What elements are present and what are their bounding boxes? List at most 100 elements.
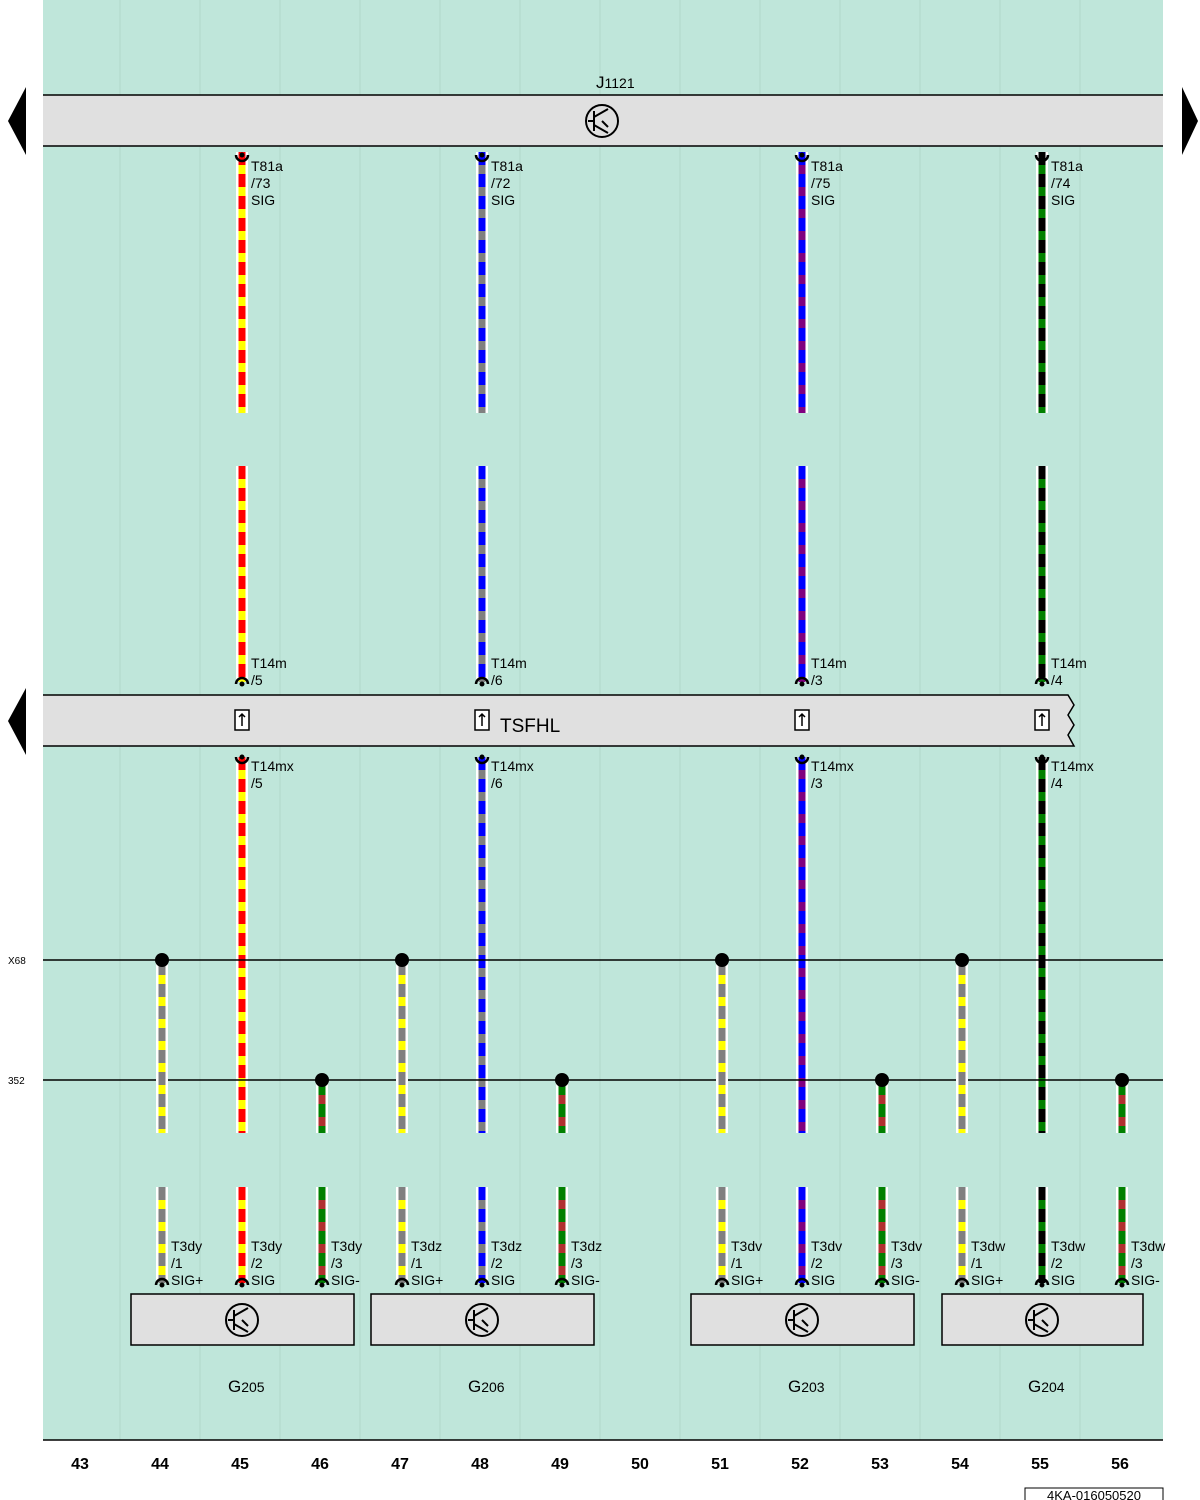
connector-pin xyxy=(1114,1277,1130,1286)
connector-pin xyxy=(474,756,490,765)
connector-label: T3dw xyxy=(1131,1238,1166,1254)
connector-dot xyxy=(239,1282,245,1288)
connector-label: /72 xyxy=(491,175,511,191)
connector-dot xyxy=(1039,681,1045,687)
column-number: 55 xyxy=(1031,1456,1049,1473)
connector-dot xyxy=(959,1282,965,1288)
connector-label: T14mx xyxy=(811,758,854,774)
connector-label: SIG+ xyxy=(171,1272,203,1288)
column-number: 47 xyxy=(391,1456,409,1473)
connector-label: SIG- xyxy=(891,1272,920,1288)
sensor-symbol xyxy=(465,1303,499,1337)
connector-label: T3dv xyxy=(731,1238,762,1254)
sensor-symbol xyxy=(585,104,619,138)
column-number: 45 xyxy=(231,1456,249,1473)
connector-dot xyxy=(239,754,245,760)
connector-label: /4 xyxy=(1051,672,1063,688)
sensor-symbol xyxy=(1025,1303,1059,1337)
connector-pin xyxy=(794,756,810,765)
connector-label: /2 xyxy=(1051,1255,1063,1271)
connector-label: /74 xyxy=(1051,175,1071,191)
connector-label: /2 xyxy=(251,1255,263,1271)
connector-dot xyxy=(239,681,245,687)
connector-label: SIG+ xyxy=(411,1272,443,1288)
connector-label: /3 xyxy=(571,1255,583,1271)
connector-label: T3dv xyxy=(811,1238,842,1254)
sensor-symbol xyxy=(785,1303,819,1337)
connector-dot xyxy=(239,152,245,158)
harness-pass xyxy=(238,712,246,726)
sensor-letter: G xyxy=(1028,1377,1041,1396)
connector-pin xyxy=(954,1277,970,1286)
connector-dot xyxy=(799,754,805,760)
column-number: 52 xyxy=(791,1456,809,1473)
connector-label: /6 xyxy=(491,672,503,688)
sensor-label: G204 xyxy=(1028,1377,1065,1396)
connector-label: T3dz xyxy=(411,1238,442,1254)
connector-label: SIG- xyxy=(1131,1272,1160,1288)
connector-pin xyxy=(1034,154,1050,163)
connector-label: T81a xyxy=(811,158,843,174)
connector-dot xyxy=(159,1282,165,1288)
connector-pin xyxy=(794,676,810,685)
connector-dot xyxy=(879,1282,885,1288)
connector-label: SIG xyxy=(251,192,275,208)
connector-pin xyxy=(474,1277,490,1286)
column-number: 49 xyxy=(551,1456,569,1473)
connector-label: T81a xyxy=(1051,158,1083,174)
sensor-label: G206 xyxy=(468,1377,505,1396)
sensor-label: G205 xyxy=(228,1377,265,1396)
connector-pin xyxy=(234,756,250,765)
harness-bar xyxy=(43,694,1076,747)
connector-label: T3dw xyxy=(971,1238,1006,1254)
sensor-number: 204 xyxy=(1041,1379,1065,1395)
connector-label: /1 xyxy=(731,1255,743,1271)
connector-pin xyxy=(714,1277,730,1286)
connector-label: T3dz xyxy=(491,1238,522,1254)
connector-label: /6 xyxy=(491,775,503,791)
junction xyxy=(155,953,169,967)
connector-label: SIG xyxy=(491,192,515,208)
connector-label: T3dy xyxy=(171,1238,202,1254)
junction xyxy=(715,953,729,967)
connector-label: SIG xyxy=(1051,1272,1075,1288)
connector-dot xyxy=(799,1282,805,1288)
connector-label: SIG xyxy=(491,1272,515,1288)
wires: T81a/73SIGT14m/5T14mx/5T81a/72SIGT14m/6T… xyxy=(8,104,1166,1396)
column-number: 46 xyxy=(311,1456,329,1473)
connector-label: T14m xyxy=(251,655,287,671)
connector-pin xyxy=(234,676,250,685)
connector-dot xyxy=(479,754,485,760)
bus-label: X68 xyxy=(8,956,26,967)
connector-label: /2 xyxy=(491,1255,503,1271)
connector-pin xyxy=(554,1277,570,1286)
connector-label: SIG xyxy=(811,1272,835,1288)
connector-label: T3dy xyxy=(251,1238,282,1254)
connector-label: /1 xyxy=(171,1255,183,1271)
junction xyxy=(955,953,969,967)
connector-label: SIG+ xyxy=(731,1272,763,1288)
column-number: 50 xyxy=(631,1456,649,1473)
sensor-letter: G xyxy=(468,1377,481,1396)
sensor-label: G203 xyxy=(788,1377,825,1396)
connector-pin xyxy=(1034,756,1050,765)
drawing-code: 4KA-016050520 xyxy=(1047,1488,1141,1500)
connector-label: T14mx xyxy=(1051,758,1094,774)
connector-pin xyxy=(874,1277,890,1286)
connector-pin xyxy=(234,154,250,163)
harness-pass xyxy=(1038,712,1046,726)
sensor-number: 206 xyxy=(481,1379,505,1395)
junction xyxy=(395,953,409,967)
connector-dot xyxy=(399,1282,405,1288)
connector-label: T3dy xyxy=(331,1238,362,1254)
connector-label: /75 xyxy=(811,175,831,191)
connector-label: T81a xyxy=(491,158,523,174)
connector-dot xyxy=(1039,754,1045,760)
harness-pass xyxy=(478,712,486,726)
connector-label: SIG xyxy=(1051,192,1075,208)
connector-pin xyxy=(394,1277,410,1286)
connector-label: /1 xyxy=(971,1255,983,1271)
connector-dot xyxy=(1039,1282,1045,1288)
junction xyxy=(1115,1073,1129,1087)
